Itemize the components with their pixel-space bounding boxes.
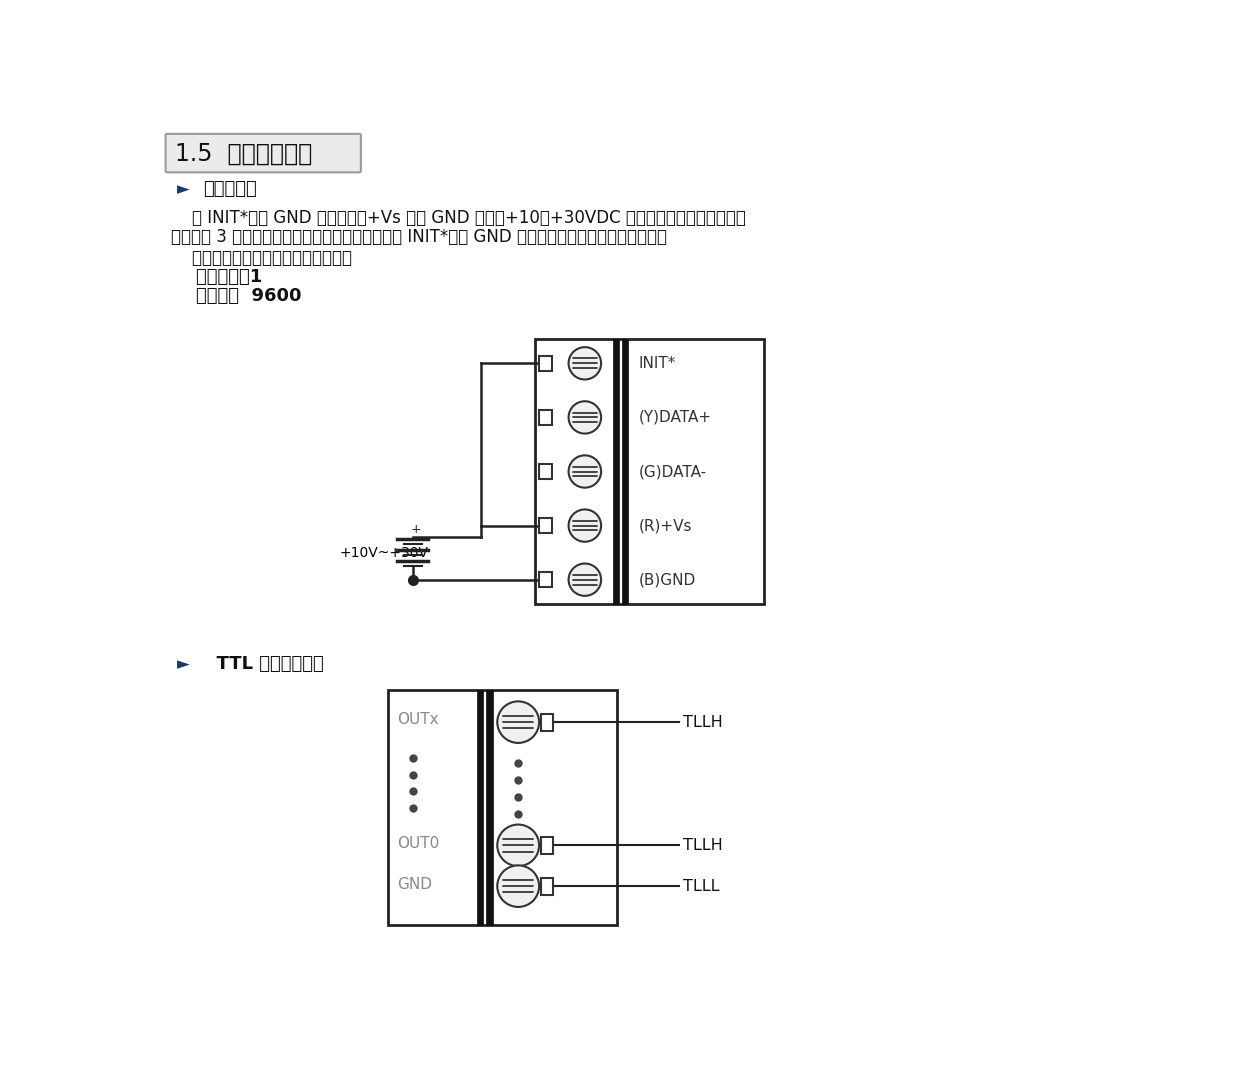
Bar [486,689,493,925]
Text: 将 INIT*端与 GND 端短接，在+Vs 端和 GND 端间加+10～+30VDC 电压，上电后，模块指示灯: 将 INIT*端与 GND 端短接，在+Vs 端和 GND 端间加+10～+30… [170,209,746,227]
Circle shape [498,825,539,866]
Bar [388,689,617,925]
FancyBboxPatch shape [165,134,361,172]
Text: ►: ► [177,656,190,673]
Bar [622,338,628,604]
Bar [539,464,551,479]
Bar [541,878,554,895]
Bar [535,338,764,604]
Bar [541,837,554,854]
Text: ►: ► [177,180,190,198]
Text: OUT0: OUT0 [397,837,439,851]
Text: 模块地址：1: 模块地址：1 [170,268,262,285]
Text: 波特率：  9600: 波特率： 9600 [170,288,301,305]
Text: 复位成功后，模块恢复出厂默认值：: 复位成功后，模块恢复出厂默认值： [170,249,352,267]
Bar [541,714,554,730]
Bar [539,355,551,370]
Circle shape [498,865,539,907]
Text: (G)DATA-: (G)DATA- [638,464,707,479]
Circle shape [498,701,539,743]
Bar [539,518,551,533]
Text: (R)+Vs: (R)+Vs [638,518,692,533]
Text: +10V~+30V: +10V~+30V [340,546,428,560]
Circle shape [569,402,601,434]
Bar [613,338,620,604]
Text: 1.5  内部跳线说明: 1.5 内部跳线说明 [175,142,312,166]
Text: TLLL: TLLL [683,879,719,894]
Text: +: + [411,522,422,535]
Circle shape [569,347,601,379]
Text: 复位连接：: 复位连接： [204,180,258,198]
Text: GND: GND [397,877,433,892]
Text: OUTx: OUTx [397,712,439,727]
Text: 快速闪烁 3 次，待指示灯闪烁停止后，再断电，将 INIT*端与 GND 端断开，此时模块已经完成复位。: 快速闪烁 3 次，待指示灯闪烁停止后，再断电，将 INIT*端与 GND 端断开… [170,228,667,246]
Circle shape [569,456,601,488]
Text: INIT*: INIT* [638,355,675,370]
Text: (Y)DATA+: (Y)DATA+ [638,410,712,425]
Bar [539,572,551,587]
Text: (B)GND: (B)GND [638,572,695,587]
Text: TLLH: TLLH [683,715,723,729]
Text: TLLH: TLLH [683,838,723,853]
Text: TTL 电平输出连接: TTL 电平输出连接 [204,656,323,673]
Bar [478,689,484,925]
Circle shape [569,563,601,596]
Circle shape [569,509,601,542]
Bar [539,409,551,425]
